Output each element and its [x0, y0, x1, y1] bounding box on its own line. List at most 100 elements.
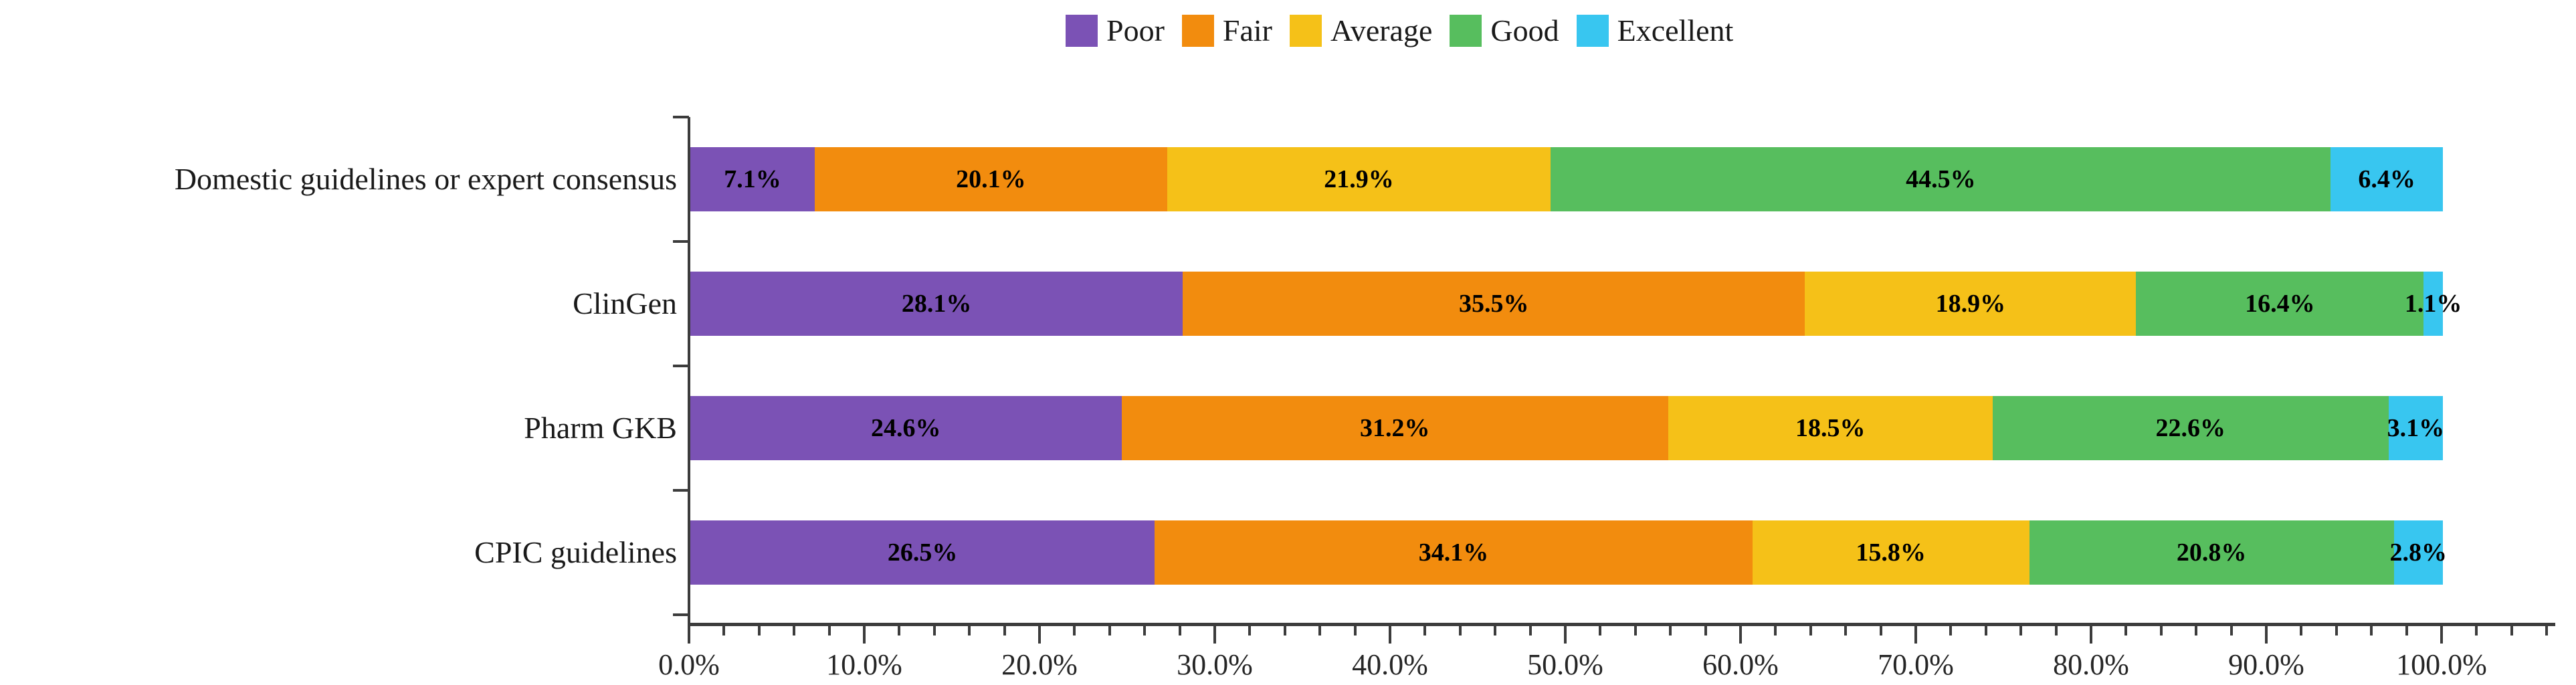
x-axis-minor-tick: [2405, 626, 2408, 635]
x-axis-minor-tick: [2230, 626, 2233, 635]
x-axis-major-tick: [2440, 626, 2443, 644]
bar-segment-poor: 24.6%: [690, 396, 1122, 460]
segment-value-label: 18.5%: [1795, 414, 1866, 442]
segment-value-label: 24.6%: [871, 414, 941, 442]
legend-item-fair: Fair: [1181, 13, 1272, 48]
x-axis-minor-tick: [1774, 626, 1777, 635]
x-axis-minor-tick: [2054, 626, 2058, 635]
segment-value-label: 18.9%: [1935, 290, 2006, 318]
legend-item-good: Good: [1450, 13, 1559, 48]
x-axis-minor-tick: [1809, 626, 1812, 635]
bar-segment-fair: 31.2%: [1121, 396, 1668, 460]
segment-value-label: 44.5%: [1906, 165, 1976, 193]
bar-segment-average: 21.9%: [1167, 147, 1551, 211]
x-axis-tick-label: 20.0%: [1001, 648, 1078, 681]
legend-item-excellent: Excellent: [1576, 13, 1733, 48]
x-axis-minor-tick: [1143, 626, 1147, 635]
x-axis-minor-tick: [1108, 626, 1111, 635]
x-axis-major-tick: [1389, 626, 1391, 644]
x-axis-tick-label: 100.0%: [2396, 648, 2487, 681]
legend-item-average: Average: [1290, 13, 1432, 48]
x-axis-minor-tick: [793, 626, 796, 635]
bar-segment-good: 16.4%: [2136, 272, 2424, 336]
bar-segment-excellent: 6.4%: [2331, 147, 2443, 211]
x-axis-minor-tick: [898, 626, 901, 635]
x-axis-minor-tick: [1704, 626, 1707, 635]
segment-value-label: 16.4%: [2245, 290, 2315, 318]
legend-label: Good: [1490, 13, 1559, 47]
x-axis-major-tick: [1213, 626, 1216, 644]
x-axis-line: [688, 623, 2556, 626]
legend-swatch-icon-fair: [1181, 15, 1214, 47]
bar-segment-excellent: 3.1%: [2387, 396, 2445, 460]
x-axis-minor-tick: [1178, 626, 1181, 635]
x-axis-minor-tick: [2300, 626, 2303, 635]
x-axis-tick-label: 70.0%: [1878, 648, 1954, 681]
x-axis-minor-tick: [1353, 626, 1357, 635]
bar-row: 24.6% 31.2% 18.5% 22.6% 3.1%: [690, 396, 2445, 460]
x-axis-tick-label: 0.0%: [658, 648, 720, 681]
x-axis-tick-label: 10.0%: [826, 648, 902, 681]
x-axis-minor-tick: [757, 626, 761, 635]
bar-segment-fair: 34.1%: [1155, 520, 1753, 585]
x-axis-minor-tick: [968, 626, 971, 635]
x-axis-major-tick: [1739, 626, 1742, 644]
legend-swatch-icon-good: [1450, 15, 1482, 47]
bar-segment-poor: 26.5%: [690, 520, 1155, 585]
category-label: Pharm GKB: [524, 411, 677, 445]
bar-segment-average: 18.9%: [1805, 272, 2137, 336]
x-axis-minor-tick: [1003, 626, 1006, 635]
bar-segment-poor: 7.1%: [690, 147, 815, 211]
bar-segment-good: 44.5%: [1551, 147, 2331, 211]
segment-value-label: 20.8%: [2176, 539, 2247, 567]
segment-value-label: 26.5%: [887, 539, 958, 567]
y-axis-tick: [673, 116, 689, 118]
segment-value-label: 15.8%: [1856, 539, 1926, 567]
bar-segment-good: 20.8%: [2029, 520, 2394, 585]
x-axis-tick-label: 50.0%: [1527, 648, 1603, 681]
segment-value-label: 2.8%: [2389, 539, 2448, 567]
legend-swatch-icon-average: [1290, 15, 1322, 47]
x-axis-minor-tick: [1949, 626, 1953, 635]
x-axis-major-tick: [1564, 626, 1567, 644]
segment-value-label: 21.9%: [1324, 165, 1394, 193]
x-axis-minor-tick: [1248, 626, 1252, 635]
x-axis-minor-tick: [2124, 626, 2128, 635]
x-axis-tick-label: 30.0%: [1177, 648, 1253, 681]
x-axis-tick-label: 80.0%: [2053, 648, 2129, 681]
x-axis-minor-tick: [2370, 626, 2373, 635]
x-axis-minor-tick: [2195, 626, 2198, 635]
x-axis-major-tick: [2265, 626, 2268, 644]
bar-segment-good: 22.6%: [1992, 396, 2389, 460]
x-axis-minor-tick: [2159, 626, 2163, 635]
category-label: Domestic guidelines or expert consensus: [174, 162, 677, 196]
legend-swatch-icon-excellent: [1576, 15, 1609, 47]
x-axis-minor-tick: [1318, 626, 1322, 635]
y-axis-line: [688, 117, 690, 625]
x-axis-minor-tick: [1879, 626, 1882, 635]
bar-segment-average: 15.8%: [1752, 520, 2029, 585]
x-axis-minor-tick: [2545, 626, 2549, 635]
bar-row: 26.5% 34.1% 15.8% 20.8% 2.8%: [690, 520, 2447, 585]
x-axis-minor-tick: [1669, 626, 1672, 635]
category-label: ClinGen: [573, 286, 677, 320]
x-axis-major-tick: [863, 626, 866, 644]
x-axis-minor-tick: [1528, 626, 1532, 635]
x-axis-major-tick: [688, 626, 690, 644]
y-axis-tick: [673, 489, 689, 492]
x-axis-minor-tick: [1494, 626, 1497, 635]
x-axis-minor-tick: [1283, 626, 1286, 635]
x-axis-minor-tick: [2510, 626, 2513, 635]
x-axis-major-tick: [1914, 626, 1917, 644]
segment-value-label: 6.4%: [2358, 165, 2415, 193]
bar-segment-excellent: 2.8%: [2390, 520, 2447, 585]
bar-segment-excellent: 1.1%: [2405, 272, 2462, 336]
bar-segment-fair: 20.1%: [815, 147, 1167, 211]
x-axis-minor-tick: [1073, 626, 1076, 635]
segment-value-label: 3.1%: [2387, 414, 2445, 442]
segment-value-label: 34.1%: [1418, 539, 1489, 567]
x-axis-minor-tick: [1458, 626, 1462, 635]
y-axis-tick: [673, 613, 689, 616]
x-axis-minor-tick: [722, 626, 726, 635]
x-axis-minor-tick: [827, 626, 831, 635]
